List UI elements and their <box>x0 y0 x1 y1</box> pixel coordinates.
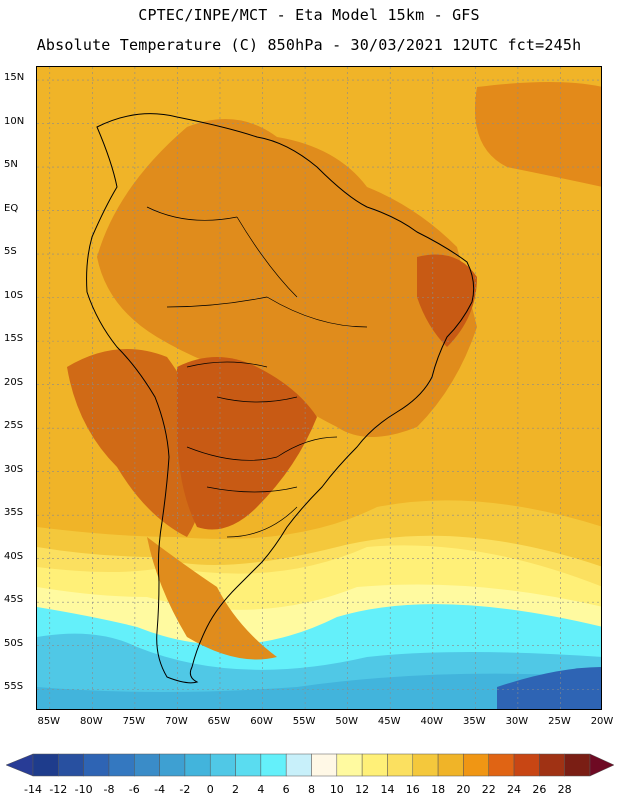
lat-label: 35S <box>4 507 24 519</box>
hot-region-ne-brazil <box>417 254 477 347</box>
band-neg2 <box>37 673 601 709</box>
lon-label: 60W <box>250 716 273 727</box>
legend-swatch <box>83 753 110 777</box>
lon-label: 25W <box>548 716 571 727</box>
legend-swatch <box>463 753 489 777</box>
temperature-map <box>36 66 602 710</box>
legend-label: 22 <box>481 783 496 796</box>
lat-label: 10N <box>4 115 25 127</box>
lat-label: 40S <box>4 550 24 562</box>
legend-arrow-low <box>5 753 34 777</box>
lon-label: 40W <box>420 716 444 727</box>
legend-label: 2 <box>232 783 240 796</box>
legend-swatch <box>159 753 186 777</box>
legend-label: -6 <box>128 783 140 796</box>
lon-label: 50W <box>335 716 358 727</box>
lat-label: 20S <box>4 376 24 388</box>
legend-label: 6 <box>282 783 290 796</box>
legend-label: -12 <box>49 783 68 796</box>
lon-label: 70W <box>165 716 188 727</box>
legend-swatch <box>539 753 565 777</box>
lat-label: 10S <box>4 289 24 301</box>
lat-label: 55S <box>4 681 24 693</box>
chart-title-line2: Absolute Temperature (C) 850hPa - 30/03/… <box>36 36 582 54</box>
lon-label: 55W <box>292 716 316 727</box>
lat-label: 30S <box>4 463 24 475</box>
lon-label: 80W <box>80 716 103 727</box>
legend-swatch <box>361 753 388 777</box>
legend-label: 14 <box>380 783 395 796</box>
legend-swatch <box>513 753 540 777</box>
lat-label: 15S <box>4 333 24 345</box>
lon-label: 75W <box>122 716 146 727</box>
lat-label: 5N <box>4 159 18 171</box>
graticule <box>37 67 601 709</box>
legend-label: 4 <box>257 783 265 796</box>
lon-label: 20W <box>590 716 614 727</box>
legend-swatch <box>336 753 363 777</box>
hot-region-pacific-andes <box>67 349 207 537</box>
legend-swatch <box>387 753 414 777</box>
legend-swatch <box>108 753 135 777</box>
color-legend <box>5 753 615 777</box>
legend-label: 24 <box>507 783 522 796</box>
legend-label: 20 <box>456 783 471 796</box>
legend-label: -2 <box>179 783 191 796</box>
legend-swatch <box>311 753 338 777</box>
legend-swatch <box>412 753 439 777</box>
lat-label: 5S <box>4 246 17 258</box>
legend-arrow-high <box>589 753 615 777</box>
lat-label: EQ <box>4 202 19 214</box>
map-canvas <box>37 67 601 709</box>
lat-label: 15N <box>4 72 25 84</box>
south-america-coastline <box>86 113 475 684</box>
legend-swatch <box>285 753 312 777</box>
warm-region-atlantic <box>475 82 601 187</box>
legend-label: -4 <box>154 783 166 796</box>
legend-label: -8 <box>103 783 115 796</box>
warm-region-tropics <box>97 119 477 437</box>
legend-label: 18 <box>431 783 446 796</box>
lon-label: 30W <box>505 716 529 727</box>
legend-label: 0 <box>206 783 214 796</box>
legend-swatch <box>437 753 464 777</box>
legend-swatch <box>488 753 515 777</box>
legend-label: 8 <box>308 783 315 796</box>
lon-label: 35W <box>463 716 486 727</box>
band-neg10 <box>497 667 601 709</box>
warm-tongue-patagonia <box>147 537 277 660</box>
legend-swatch <box>134 753 160 777</box>
legend-label: 26 <box>532 783 547 796</box>
legend-label: 16 <box>405 783 420 796</box>
lon-label: 45W <box>377 716 401 727</box>
country-borders <box>146 206 368 538</box>
legend-swatch <box>209 753 236 777</box>
legend-swatch <box>32 753 59 777</box>
legend-label: 28 <box>557 783 572 796</box>
lat-label: 25S <box>4 420 24 432</box>
lon-label: 65W <box>207 716 231 727</box>
legend-swatch <box>260 753 287 777</box>
legend-swatch <box>564 753 591 777</box>
legend-label: 10 <box>329 783 344 796</box>
legend-label: -14 <box>24 783 42 796</box>
lon-label: 85W <box>37 716 61 727</box>
legend-label: -10 <box>74 783 93 796</box>
legend-label: 12 <box>355 783 370 796</box>
legend-swatch <box>184 753 211 777</box>
legend-swatch <box>58 753 84 777</box>
chart-title-line1: CPTEC/INPE/MCT - Eta Model 15km - GFS <box>138 6 480 24</box>
legend-swatch <box>235 753 262 777</box>
lat-label: 45S <box>4 594 24 606</box>
lat-label: 50S <box>4 637 24 649</box>
